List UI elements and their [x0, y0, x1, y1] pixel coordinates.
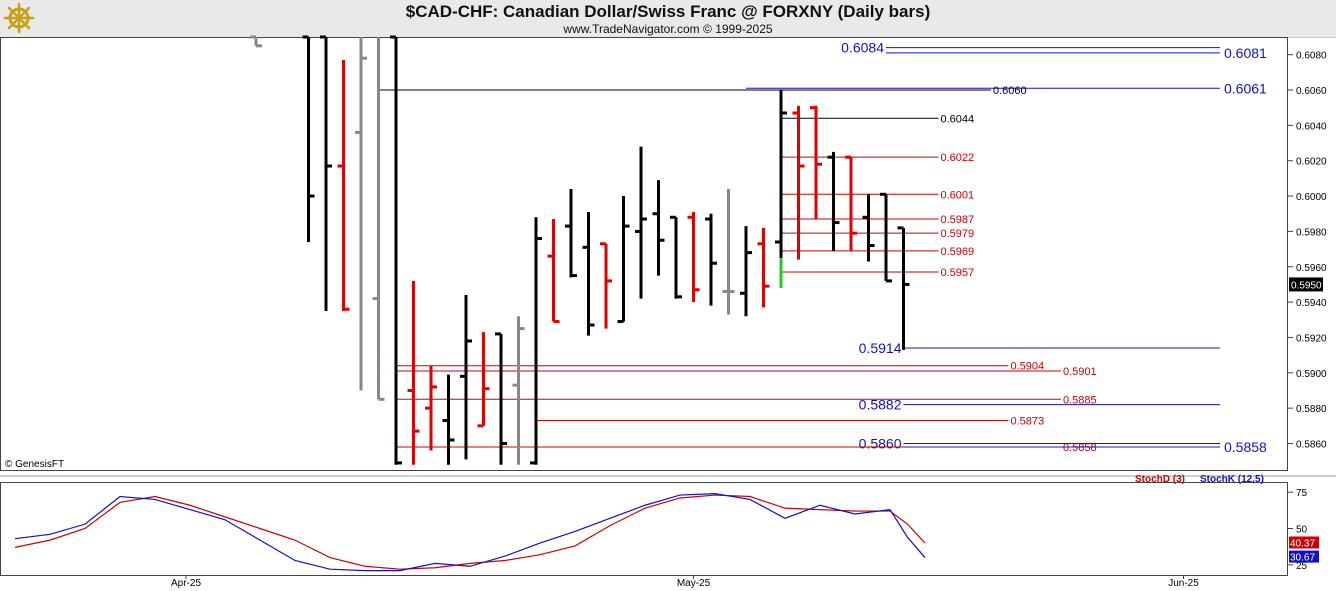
level-label: 0.5979: [941, 228, 975, 240]
level-label: 0.6044: [941, 113, 975, 125]
stochastic-panel-frame: [0, 482, 1288, 576]
stoch-tick-label: 50: [1296, 525, 1308, 536]
level-label: 0.5987: [941, 214, 975, 226]
level-label: 0.5885: [1063, 394, 1097, 406]
level-label: 0.5914: [859, 340, 902, 356]
price-tick-label: 0.5880: [1296, 404, 1327, 415]
stoch-line: [14, 494, 926, 570]
level-label: 0.5904: [1011, 361, 1045, 373]
level-label: 0.5957: [941, 267, 975, 279]
price-tick-label: 0.5860: [1296, 439, 1327, 450]
level-label: 0.5969: [941, 246, 975, 258]
price-tick-label: 0.6080: [1296, 51, 1327, 62]
level-label: 0.6081: [1224, 45, 1267, 61]
gold-ship-wheel-logo-icon: [3, 2, 35, 34]
level-label: 0.6022: [941, 152, 975, 164]
chart-subtitle: www.TradeNavigator.com © 1999-2025: [563, 22, 773, 36]
stoch-legend-k: StochK (12,5): [1200, 474, 1264, 485]
stoch-value-label: 40.37: [1290, 538, 1315, 549]
chart-header: $CAD-CHF: Canadian Dollar/Swiss Franc @ …: [0, 0, 1336, 38]
level-label: 0.6060: [993, 85, 1027, 97]
price-tick-label: 0.5900: [1296, 369, 1327, 380]
stoch-legend-d: StochD (3): [1135, 474, 1185, 485]
price-tick-label: 0.5920: [1296, 333, 1327, 344]
date-tick-label: Apr-25: [171, 578, 201, 589]
level-label: 0.5901: [1063, 366, 1097, 378]
price-tick-label: 0.6000: [1296, 192, 1327, 203]
price-tick-label: 0.5980: [1296, 227, 1327, 238]
level-label: 0.5882: [859, 397, 902, 413]
date-tick-label: Jun-25: [1168, 578, 1199, 589]
price-tick-label: 0.6020: [1296, 157, 1327, 168]
stoch-value-label: 30.67: [1290, 553, 1315, 564]
price-tick-label: 0.5940: [1296, 298, 1327, 309]
level-label: 0.6001: [941, 189, 975, 201]
price-tick-label: 0.6060: [1296, 86, 1327, 97]
level-label: 0.5873: [1011, 416, 1045, 428]
level-label: 0.6061: [1224, 80, 1267, 96]
stoch-tick-label: 75: [1296, 488, 1308, 499]
price-panel: 0.6080 0.6060 0.6040 0.6020 0.6000 0.5980 0.59…: [0, 35, 1336, 477]
stochastic-panel: 75 50 25 40.37 30.67 StochD (3) StochK (12,5) A…: [0, 474, 1319, 589]
price-tick-label: 0.5960: [1296, 263, 1327, 274]
date-tick-label: May-25: [677, 578, 711, 589]
stoch-value-box: [1289, 536, 1319, 549]
last-price-box: [1289, 277, 1323, 292]
last-price-label: 0.5950: [1291, 280, 1322, 291]
price-tick-label: 0.6040: [1296, 121, 1327, 132]
price-panel-frame: [0, 37, 1288, 471]
stoch-value-box: [1289, 550, 1319, 563]
chart-title: $CAD-CHF: Canadian Dollar/Swiss Franc @ …: [405, 2, 931, 21]
stoch-line: [14, 493, 926, 572]
level-label: 0.6084: [841, 40, 884, 56]
watermark: © GenesisFT: [5, 459, 64, 470]
level-label: 0.5858: [1063, 442, 1097, 454]
level-label: 0.5860: [859, 435, 902, 451]
level-label: 0.5858: [1224, 439, 1267, 455]
stoch-tick-label: 25: [1296, 561, 1308, 572]
